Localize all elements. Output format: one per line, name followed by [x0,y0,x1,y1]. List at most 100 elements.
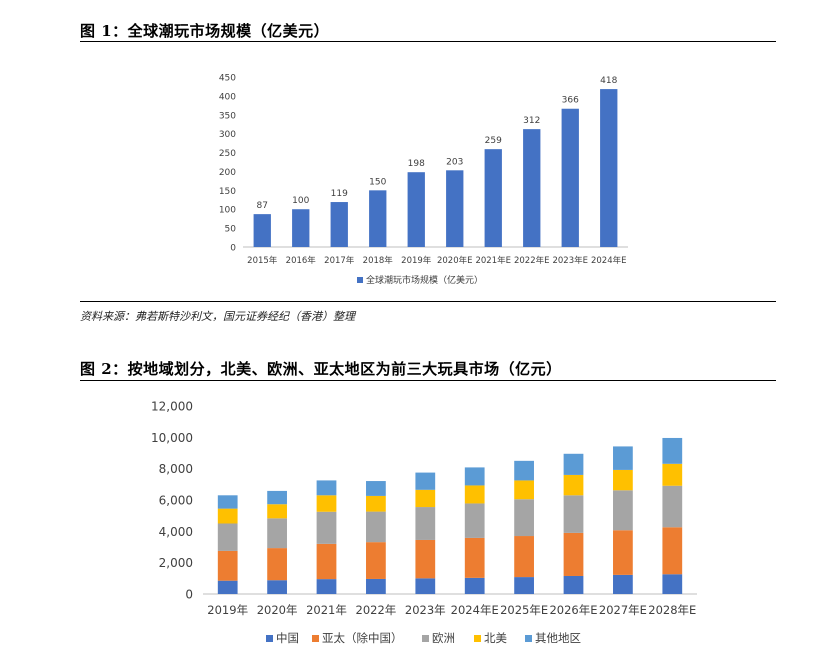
chart1-bar [407,172,425,247]
chart1-bar [484,149,502,247]
chart2-bar-segment [464,503,485,538]
chart1-y-tick-label: 300 [219,130,236,140]
chart2-bar-segment [662,574,683,594]
chart1-x-tick-label: 2020年E [437,255,473,266]
chart2-y-tick-label: 4,000 [159,525,193,539]
chart1-bar [561,108,579,247]
chart2-bar-segment [415,507,436,540]
figure1-source: 资料来源：弗若斯特沙利文，国元证券经纪（香港）整理 [80,310,355,323]
chart2-x-tick-label: 2020年 [257,603,298,617]
chart2-bar-segment [415,472,436,490]
chart2-bar-segment [514,460,534,481]
figure1-top-rule [80,41,776,42]
chart2-bar-segment [366,511,386,543]
chart2-bar-segment [217,580,238,594]
chart2-bar-segment [267,490,287,505]
chart2-x-tick-label: 2025年E [500,603,548,617]
chart2-bar-segment [464,467,485,486]
chart2-bar-segment [366,495,386,512]
chart2-bar-segment [662,485,683,528]
chart1-y-tick-label: 200 [219,168,236,178]
chart2-bar-segment [366,578,386,594]
chart1-data-label: 198 [408,159,425,169]
chart1-data-label: 418 [600,76,617,86]
chart1-y-tick-label: 250 [219,149,236,159]
chart1-bar [330,202,348,247]
chart1-data-label: 150 [369,177,386,187]
chart2-x-tick-label: 2021年 [306,603,347,617]
chart2-bar-segment [613,446,633,470]
chart1-x-tick-label: 2019年 [401,255,432,266]
chart2-bar-segment [267,580,287,594]
chart2-bar-segment [464,577,485,594]
chart2-x-tick-label: 2019年 [207,603,248,617]
chart2-bar-segment [267,518,287,549]
chart1-y-tick-label: 400 [219,92,236,102]
chart1-x-tick-label: 2023年E [552,255,588,266]
chart1-bar [292,209,310,247]
chart1-x-tick-label: 2015年 [247,255,278,266]
chart2-legend-swatch [525,635,532,642]
chart2-bar-segment [613,469,633,491]
chart2-legend-label: 北美 [484,631,507,645]
chart2-y-tick-label: 12,000 [151,400,193,414]
chart2-bar-segment [267,548,287,581]
chart1-x-tick-label: 2021年E [475,255,511,266]
figure2-top-rule [80,380,776,381]
chart2-bar-segment [662,437,683,464]
chart2-bar-segment [563,575,584,594]
chart2-bar-segment [316,495,337,512]
chart2-bar-segment [217,550,238,581]
chart1-bar [369,190,387,247]
chart2-bar-segment [217,495,238,509]
chart2-bar-segment [563,474,584,496]
chart2-legend-swatch [266,635,273,642]
chart2-legend-label: 中国 [276,631,299,645]
chart2-legend-label: 欧洲 [432,631,455,645]
figure1-bottom-rule [80,301,776,302]
chart2-bar-segment [366,481,386,496]
chart1-y-tick-label: 350 [219,111,236,121]
chart2-bar-segment [316,480,337,496]
chart1-bar [446,170,464,247]
chart1-x-tick-label: 2018年 [363,255,394,266]
chart2-x-tick-label: 2023年 [405,603,446,617]
chart1-x-tick-label: 2022年E [514,255,550,266]
chart2-x-tick-label: 2022年 [356,603,397,617]
chart1-bar [523,129,541,247]
chart1-bar [600,89,618,247]
chart2-bar-segment [514,480,534,500]
chart1-x-tick-label: 2024年E [591,255,627,266]
chart1-y-tick-label: 0 [230,244,236,254]
chart2-bar-segment [613,574,633,594]
chart1-y-tick-label: 50 [225,225,237,235]
chart1-x-tick-label: 2016年 [286,255,317,266]
chart2-bar-segment [464,485,485,504]
chart2-bar-segment [217,523,238,551]
chart1-data-label: 119 [331,189,348,199]
chart2-bar-segment [217,508,238,524]
chart2-bar-segment [563,532,584,576]
chart1-data-label: 100 [292,196,309,206]
chart1-legend-swatch [357,277,363,283]
chart2-bar-segment [662,527,683,575]
chart2-bar-segment [563,453,584,475]
chart2-bar-segment [267,504,287,519]
chart2-x-tick-label: 2024年E [451,603,499,617]
chart2-bar-segment [613,490,633,531]
chart1-x-tick-label: 2017年 [324,255,355,266]
chart2-y-tick-label: 0 [185,588,193,602]
chart1-market-size: 0 50 100 150 200 250 300 350 400 450 87 2015年 100 201… [219,74,628,286]
chart2-bar-segment [514,499,534,537]
chart2-legend-label: 其他地区 [535,631,581,645]
chart2-bar-segment [613,530,633,575]
chart2-bar-segment [415,539,436,579]
chart1-y-tick-label: 100 [219,206,236,216]
chart2-legend-swatch [422,635,429,642]
chart2-bar-segment [464,537,485,578]
chart1-data-label: 259 [485,136,502,146]
chart2-y-tick-label: 8,000 [159,462,193,476]
chart2-y-tick-label: 10,000 [151,431,193,445]
chart2-bar-segment [316,579,337,594]
chart2-legend-swatch [474,635,481,642]
